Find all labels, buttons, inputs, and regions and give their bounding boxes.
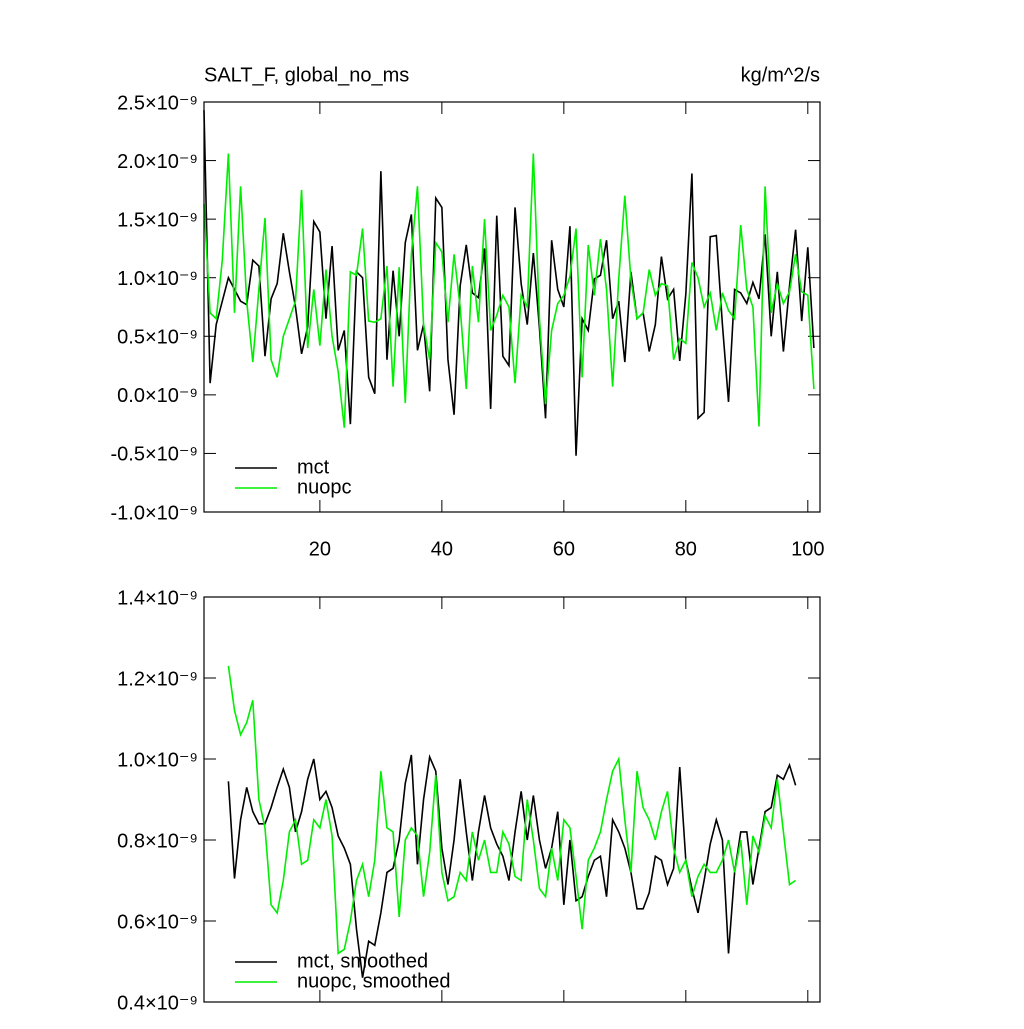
y-tick-label: 0.8×10⁻⁹ — [117, 830, 198, 852]
legend-label: nuopc, smoothed — [297, 970, 450, 992]
y-tick-label: 1.0×10⁻⁹ — [117, 749, 198, 771]
x-tick-label: 100 — [791, 538, 824, 560]
y-tick-label: -1.0×10⁻⁹ — [110, 502, 198, 524]
x-tick-label: 60 — [553, 538, 575, 560]
plot-frame — [203, 101, 821, 513]
x-tick-label: 20 — [309, 538, 331, 560]
y-tick-label: 1.5×10⁻⁹ — [117, 209, 198, 231]
y-tick-label: 0.4×10⁻⁹ — [117, 992, 198, 1014]
y-tick-label: 0.5×10⁻⁹ — [117, 327, 198, 349]
y-tick-label: 1.0×10⁻⁹ — [117, 268, 198, 290]
y-tick-label: 2.0×10⁻⁹ — [117, 151, 198, 173]
y-tick-label: 2.5×10⁻⁹ — [117, 92, 198, 114]
x-tick-label: 80 — [675, 538, 697, 560]
y-tick-label: 1.2×10⁻⁹ — [117, 668, 198, 690]
plot-frame — [203, 596, 821, 1003]
y-tick-label: 1.4×10⁻⁹ — [117, 587, 198, 609]
y-tick-label: -0.5×10⁻⁹ — [110, 444, 198, 466]
x-tick-label: 40 — [431, 538, 453, 560]
units-label: kg/m^2/s — [741, 64, 820, 86]
legend-label: nuopc — [297, 476, 352, 498]
chart-title: SALT_F, global_no_ms — [204, 64, 409, 86]
y-tick-label: 0.0×10⁻⁹ — [117, 385, 198, 407]
legend-label: mct — [297, 456, 330, 478]
series-line — [227, 665, 797, 955]
series-line — [227, 754, 797, 978]
y-tick-label: 0.6×10⁻⁹ — [117, 911, 198, 933]
series-line — [203, 153, 815, 428]
series-line — [203, 110, 815, 456]
legend-label: mct, smoothed — [297, 950, 428, 972]
